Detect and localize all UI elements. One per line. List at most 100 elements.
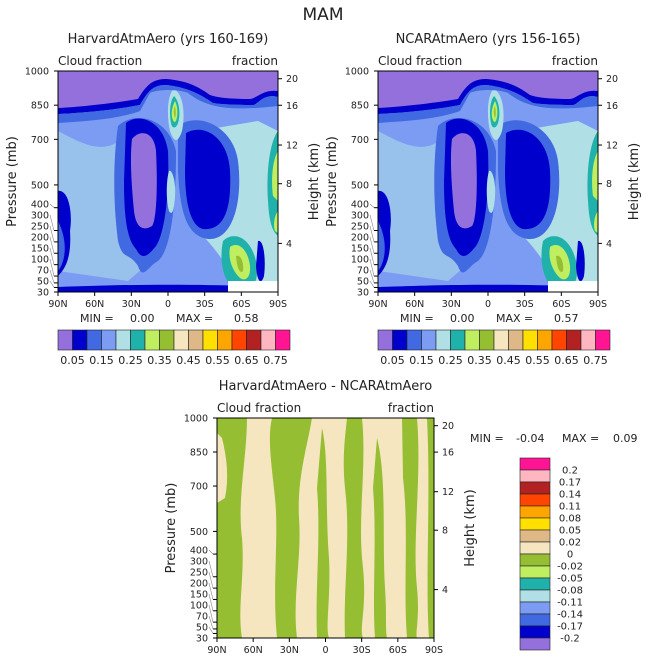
y-tick-label: 850 bbox=[190, 448, 208, 459]
colorbar-swatch bbox=[519, 457, 551, 471]
colorbar-swatch bbox=[392, 329, 408, 351]
x-tick-label: 30S bbox=[196, 299, 214, 310]
colorbar-label: 0.25 bbox=[118, 354, 143, 367]
contour-field bbox=[58, 71, 278, 292]
colorbar-label: -0.02 bbox=[557, 562, 583, 573]
colorbar-label: 0.75 bbox=[263, 354, 288, 367]
colorbar-swatch bbox=[72, 329, 88, 351]
y2-tick-label: 20 bbox=[606, 74, 618, 85]
colorbar-label: 0.55 bbox=[525, 354, 550, 367]
y2-tick-label: 12 bbox=[286, 141, 298, 152]
colorbar-swatch bbox=[130, 329, 146, 351]
colorbar-swatch bbox=[519, 505, 551, 519]
left-label: Cloud fraction bbox=[378, 54, 462, 68]
y-tick-leader bbox=[369, 247, 375, 265]
colorbar-swatch bbox=[479, 329, 495, 351]
y2-tick-label: 4 bbox=[606, 239, 612, 250]
panel: NCARAtmAero (yrs 156-165) Cloud fraction f… bbox=[325, 32, 642, 367]
y2-tick-label: 8 bbox=[606, 179, 612, 190]
y-tick-label: 1000 bbox=[345, 67, 369, 78]
y-tick-leader bbox=[49, 203, 55, 208]
y-tick-label: 300 bbox=[31, 211, 49, 222]
colorbar-swatch bbox=[275, 329, 291, 351]
colorbar-swatch bbox=[57, 329, 73, 351]
y-tick-label: 200 bbox=[31, 233, 49, 244]
y2-tick-label: 4 bbox=[442, 585, 448, 596]
right-label: fraction bbox=[552, 54, 598, 68]
y-tick-label: 700 bbox=[31, 135, 49, 146]
colorbar-swatch bbox=[144, 329, 160, 351]
min-value: -0.04 bbox=[516, 432, 544, 445]
colorbar-label: 0 bbox=[567, 550, 573, 561]
y-tick-leader bbox=[49, 280, 55, 288]
x-tick-label: 90N bbox=[368, 299, 387, 310]
colorbar-swatch bbox=[435, 329, 451, 351]
y-tick-label: 400 bbox=[351, 200, 369, 211]
x-tick-label: 60S bbox=[232, 299, 250, 310]
colorbar-label: 0.55 bbox=[205, 354, 230, 367]
y-tick-label: 500 bbox=[351, 180, 369, 191]
y-tick-label: 50 bbox=[37, 277, 49, 288]
figure-title: MAM bbox=[303, 5, 344, 25]
y-tick-label: 100 bbox=[190, 601, 208, 612]
x-tick-label: 30S bbox=[516, 299, 534, 310]
colorbar-swatch bbox=[519, 577, 551, 591]
y-tick-label: 30 bbox=[196, 634, 208, 645]
colorbar-swatch bbox=[450, 329, 466, 351]
colorbar-swatch bbox=[508, 329, 524, 351]
colorbar-label: 0.65 bbox=[554, 354, 579, 367]
y-tick-leader bbox=[49, 225, 55, 242]
x-tick-label: 60S bbox=[389, 645, 407, 656]
x-tick-label: 0 bbox=[165, 299, 171, 310]
y-axis-label: Pressure (mb) bbox=[325, 136, 340, 227]
y-tick-leader bbox=[369, 236, 375, 254]
colorbar-label: -0.14 bbox=[557, 610, 583, 621]
y-tick-label: 150 bbox=[351, 244, 369, 255]
colorbar-swatch bbox=[421, 329, 437, 351]
y-tick-leader bbox=[369, 225, 375, 242]
colorbar-label: 0.35 bbox=[147, 354, 172, 367]
colorbar-label: 0.15 bbox=[409, 354, 434, 367]
y-tick-leader bbox=[369, 269, 375, 283]
min-label: MIN = bbox=[80, 312, 114, 325]
x-tick-label: 90N bbox=[207, 645, 226, 656]
colorbar-swatch bbox=[519, 589, 551, 603]
colorbar-swatch bbox=[519, 517, 551, 531]
y-tick-label: 30 bbox=[37, 288, 49, 299]
y-tick-label: 70 bbox=[37, 266, 49, 277]
y-tick-label: 500 bbox=[190, 527, 208, 538]
panel-title: HarvardAtmAero - NCARAtmAero bbox=[219, 379, 433, 394]
max-label: MAX = bbox=[562, 432, 599, 445]
max-value: 0.58 bbox=[234, 312, 259, 325]
y2-axis-label: Height (km) bbox=[307, 143, 322, 220]
left-label: Cloud fraction bbox=[217, 401, 301, 415]
colorbar-label: 0.75 bbox=[583, 354, 608, 367]
colorbar-swatch bbox=[406, 329, 422, 351]
y-tick-label: 150 bbox=[31, 244, 49, 255]
y2-tick-label: 12 bbox=[442, 487, 454, 498]
colorbar-swatch bbox=[202, 329, 218, 351]
y-tick-leader bbox=[208, 593, 214, 611]
y-tick-label: 250 bbox=[31, 222, 49, 233]
colorbar-label: 0.14 bbox=[559, 490, 581, 501]
colorbar-label: 0.65 bbox=[234, 354, 259, 367]
colorbar-swatch bbox=[519, 637, 551, 651]
y-tick-label: 850 bbox=[351, 101, 369, 112]
colorbar-label: 0.2 bbox=[562, 466, 578, 477]
colorbar-swatch bbox=[231, 329, 247, 351]
x-tick-label: 30N bbox=[442, 299, 461, 310]
x-tick-label: 0 bbox=[485, 299, 491, 310]
colorbar-swatch bbox=[519, 493, 551, 507]
y-tick-leader bbox=[208, 615, 214, 630]
right-label: fraction bbox=[232, 54, 278, 68]
y2-tick-label: 16 bbox=[442, 448, 454, 459]
colorbar-label: -0.11 bbox=[557, 598, 583, 609]
colorbar-swatch bbox=[464, 329, 480, 351]
y-tick-label: 1000 bbox=[25, 67, 49, 78]
min-value: 0.00 bbox=[450, 312, 475, 325]
x-tick-label: 60N bbox=[85, 299, 104, 310]
colorbar-label: -0.08 bbox=[557, 586, 583, 597]
y2-tick-label: 20 bbox=[442, 421, 454, 432]
colorbar-label: 0.45 bbox=[496, 354, 521, 367]
panel: HarvardAtmAero (yrs 160-169) Cloud fracti… bbox=[5, 32, 322, 367]
